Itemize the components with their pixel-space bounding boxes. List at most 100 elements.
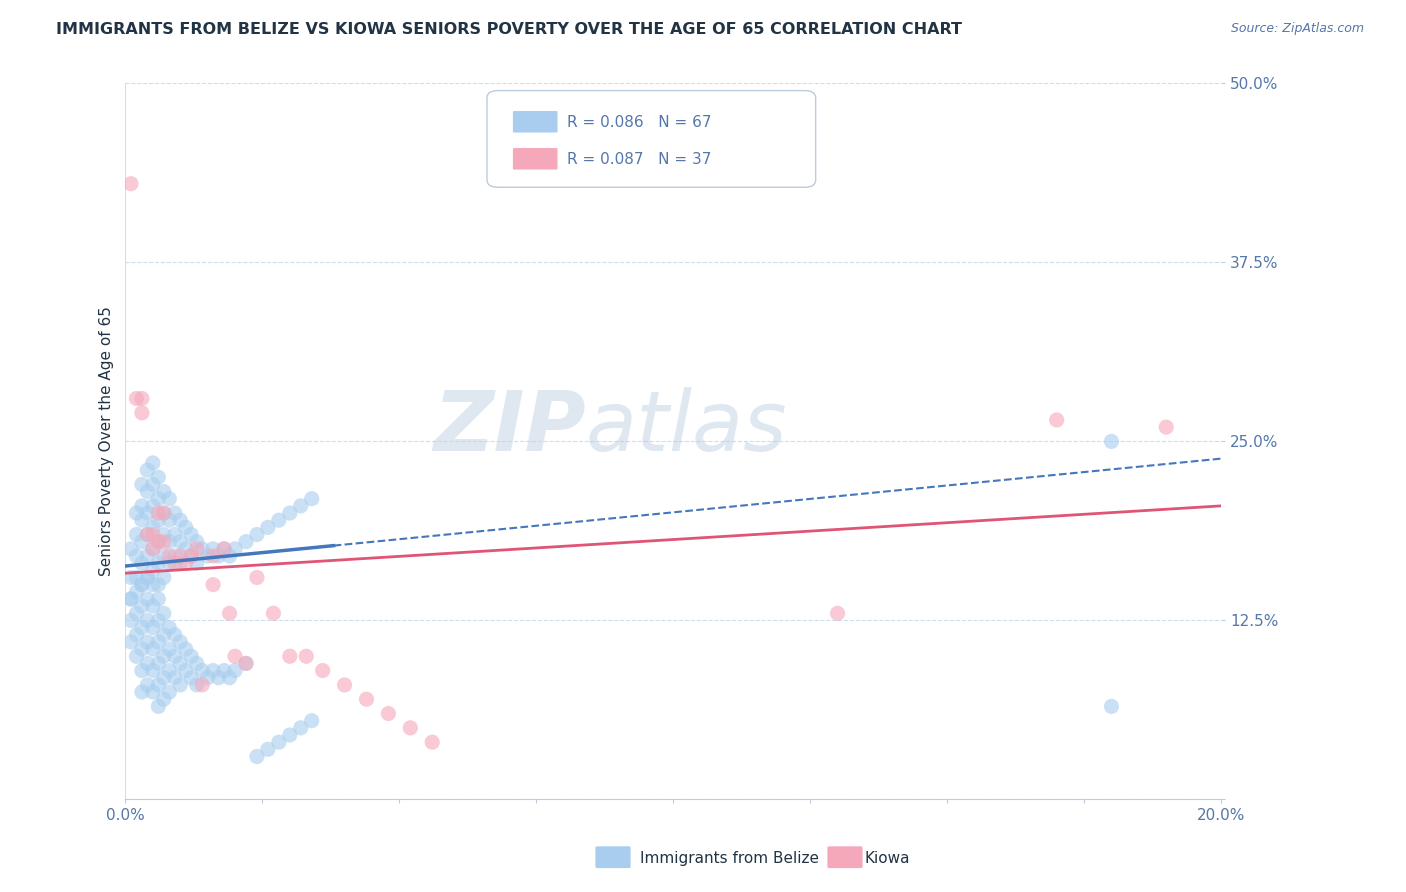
Point bbox=[333, 678, 356, 692]
Point bbox=[148, 470, 170, 484]
Point bbox=[153, 549, 176, 563]
Point bbox=[142, 477, 165, 491]
Point bbox=[267, 513, 290, 527]
Point bbox=[163, 628, 186, 642]
Point bbox=[207, 549, 229, 563]
Point bbox=[131, 534, 153, 549]
Point bbox=[148, 577, 170, 591]
Point bbox=[246, 749, 269, 764]
Point bbox=[202, 541, 225, 556]
Point bbox=[131, 513, 153, 527]
Point bbox=[131, 577, 153, 591]
Point bbox=[157, 513, 180, 527]
Point bbox=[142, 685, 165, 699]
Point bbox=[295, 649, 318, 664]
Point bbox=[153, 692, 176, 706]
Point bbox=[136, 484, 159, 499]
Point bbox=[290, 721, 312, 735]
Point bbox=[131, 392, 153, 406]
Point bbox=[136, 527, 159, 541]
Point bbox=[125, 506, 148, 520]
Point bbox=[180, 527, 202, 541]
Point bbox=[142, 541, 165, 556]
Point bbox=[131, 685, 153, 699]
Point bbox=[142, 527, 165, 541]
Point bbox=[136, 678, 159, 692]
Point bbox=[136, 591, 159, 606]
Point bbox=[142, 499, 165, 513]
Point bbox=[131, 664, 153, 678]
Point bbox=[163, 649, 186, 664]
Point bbox=[169, 534, 191, 549]
Point bbox=[257, 520, 280, 534]
Point bbox=[153, 484, 176, 499]
Point bbox=[257, 742, 280, 756]
Point bbox=[131, 577, 153, 591]
Text: ZIP: ZIP bbox=[433, 386, 585, 467]
Point bbox=[142, 456, 165, 470]
Point bbox=[120, 591, 142, 606]
Point bbox=[174, 520, 197, 534]
Point bbox=[125, 584, 148, 599]
Point bbox=[267, 735, 290, 749]
Point bbox=[207, 671, 229, 685]
Point bbox=[174, 664, 197, 678]
Point bbox=[136, 635, 159, 649]
Point bbox=[1099, 434, 1122, 449]
Point bbox=[136, 570, 159, 584]
Point bbox=[148, 506, 170, 520]
Point bbox=[224, 649, 246, 664]
Point bbox=[174, 541, 197, 556]
Point bbox=[131, 642, 153, 657]
Point bbox=[148, 635, 170, 649]
Point bbox=[191, 541, 214, 556]
Point bbox=[148, 534, 170, 549]
Point bbox=[125, 570, 148, 584]
Point bbox=[246, 527, 269, 541]
Point bbox=[180, 671, 202, 685]
Point bbox=[136, 506, 159, 520]
Point bbox=[218, 549, 240, 563]
Point bbox=[278, 728, 301, 742]
Point bbox=[1099, 699, 1122, 714]
Text: atlas: atlas bbox=[585, 386, 787, 467]
Point bbox=[169, 549, 191, 563]
Point bbox=[186, 534, 208, 549]
Point bbox=[157, 491, 180, 506]
Point bbox=[356, 692, 378, 706]
Point bbox=[148, 556, 170, 570]
Point bbox=[157, 642, 180, 657]
Point bbox=[218, 607, 240, 621]
Point bbox=[246, 570, 269, 584]
Point bbox=[163, 506, 186, 520]
Point bbox=[212, 664, 235, 678]
Point bbox=[186, 657, 208, 671]
Point bbox=[142, 621, 165, 635]
Point bbox=[224, 541, 246, 556]
Point bbox=[142, 577, 165, 591]
Point bbox=[163, 556, 186, 570]
Point bbox=[311, 664, 333, 678]
Point bbox=[120, 614, 142, 628]
Point bbox=[235, 657, 257, 671]
Point bbox=[136, 614, 159, 628]
Point bbox=[120, 570, 142, 584]
Point bbox=[157, 664, 180, 678]
Point bbox=[163, 671, 186, 685]
Point bbox=[125, 392, 148, 406]
Text: R = 0.087   N = 37: R = 0.087 N = 37 bbox=[567, 152, 711, 167]
Point bbox=[153, 506, 176, 520]
Point bbox=[169, 678, 191, 692]
Point bbox=[120, 635, 142, 649]
Point bbox=[186, 556, 208, 570]
Point bbox=[153, 628, 176, 642]
FancyBboxPatch shape bbox=[512, 147, 558, 170]
Point bbox=[131, 477, 153, 491]
Text: Source: ZipAtlas.com: Source: ZipAtlas.com bbox=[1230, 22, 1364, 36]
Point bbox=[212, 541, 235, 556]
Point bbox=[157, 621, 180, 635]
Point bbox=[136, 463, 159, 477]
Point bbox=[235, 534, 257, 549]
Point bbox=[157, 534, 180, 549]
Point bbox=[120, 541, 142, 556]
